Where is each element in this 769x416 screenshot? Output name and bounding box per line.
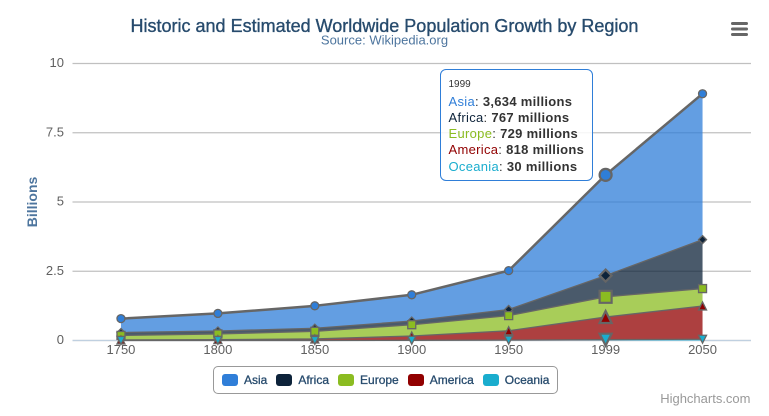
svg-text:1800: 1800 xyxy=(203,342,232,357)
svg-text:1750: 1750 xyxy=(106,342,135,357)
svg-text:10: 10 xyxy=(50,55,64,70)
svg-text:5: 5 xyxy=(57,194,64,209)
svg-text:1850: 1850 xyxy=(300,342,329,357)
svg-text:1999: 1999 xyxy=(591,342,620,357)
svg-text:2.5: 2.5 xyxy=(46,263,64,278)
svg-text:Billions: Billions xyxy=(24,177,40,228)
svg-text:Historic and Estimated Worldwi: Historic and Estimated Worldwide Populat… xyxy=(131,16,639,36)
svg-text:1950: 1950 xyxy=(494,342,523,357)
svg-text:7.5: 7.5 xyxy=(46,124,64,139)
svg-text:1900: 1900 xyxy=(397,342,426,357)
svg-text:2050: 2050 xyxy=(688,342,717,357)
svg-text:Source: Wikipedia.org: Source: Wikipedia.org xyxy=(321,33,448,48)
svg-text:Highcharts.com: Highcharts.com xyxy=(660,391,750,406)
svg-text:0: 0 xyxy=(57,332,64,347)
